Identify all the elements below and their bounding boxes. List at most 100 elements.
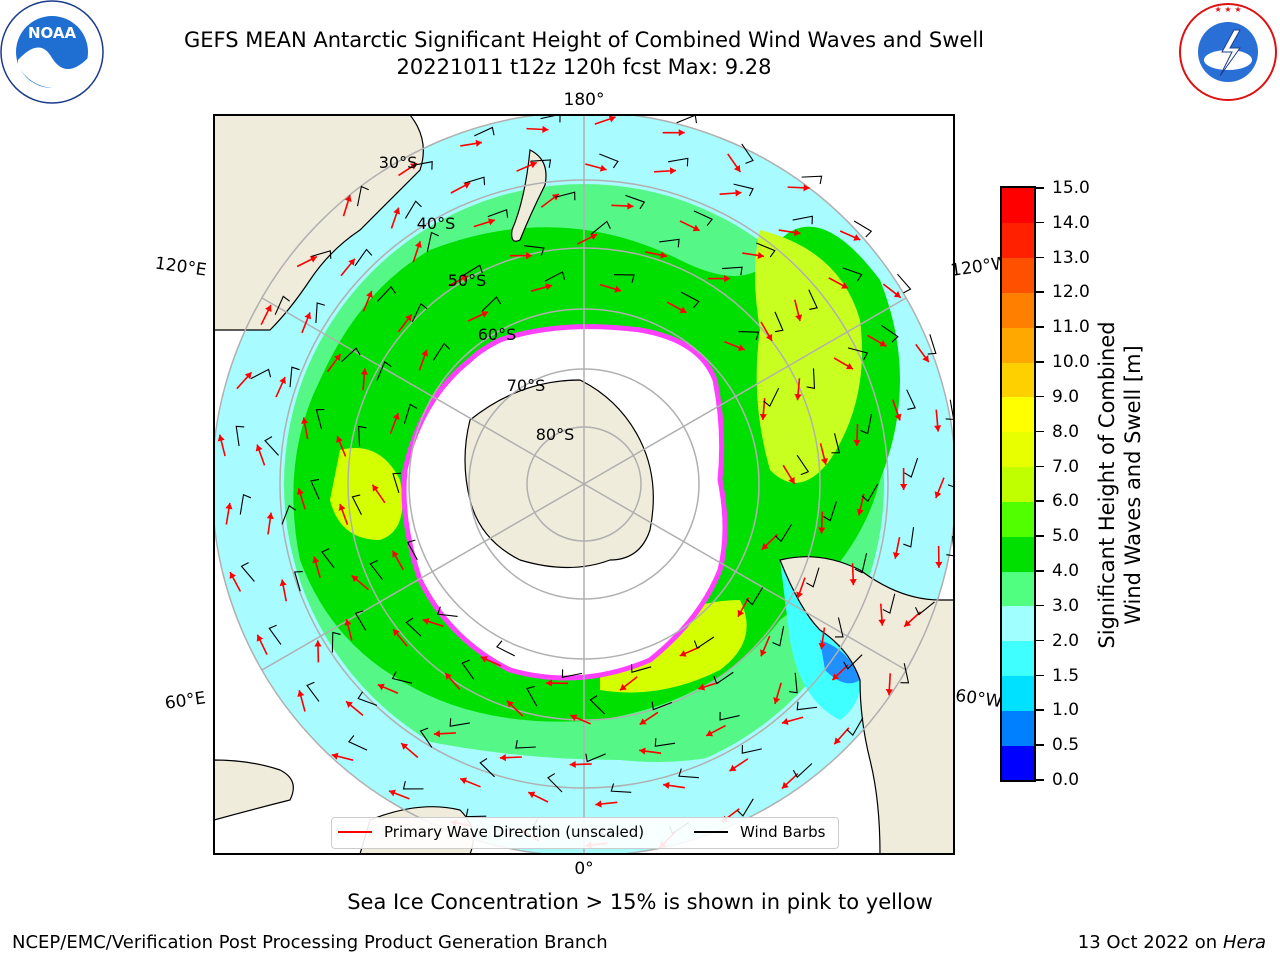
wave-arrow-head <box>845 362 853 370</box>
colorbar-segment <box>1002 396 1034 433</box>
colorbar-tick-label: 6.0 <box>1052 491 1080 512</box>
wind-barb <box>746 587 764 606</box>
wind-barb <box>713 671 734 685</box>
wave-arrow-head <box>480 656 488 663</box>
wind-barb <box>403 403 418 424</box>
colorbar-segment <box>1002 292 1034 328</box>
wind-barb <box>402 780 424 790</box>
legend-barb-swatch <box>694 831 728 833</box>
legend-wave-swatch <box>338 831 372 833</box>
wind-barb <box>774 311 784 333</box>
wind-barb <box>843 654 863 670</box>
lon-label-60w: 60°W <box>954 686 1003 712</box>
wind-barb <box>789 672 798 694</box>
lat-label-40s: 40°S <box>417 214 456 233</box>
colorbar-label-line1: Significant Height of Combined <box>1095 321 1119 649</box>
wind-barb <box>947 484 954 488</box>
wind-barb <box>341 347 361 363</box>
wave-arrow-head <box>445 673 452 680</box>
wind-barb <box>496 640 516 657</box>
footer-credit: NCEP/EMC/Verification Post Processing Pr… <box>12 932 608 953</box>
wave-arrow-head <box>393 629 400 637</box>
wind-barb <box>630 664 652 673</box>
svg-text:★ ★ ★: ★ ★ ★ <box>1214 5 1241 14</box>
wave-band-6m-east <box>755 230 862 483</box>
colorbar-tick-label: 15.0 <box>1052 178 1090 198</box>
wave-arrow-head <box>569 760 576 769</box>
lon-label-0: 0° <box>574 859 593 879</box>
wind-barb <box>377 285 396 302</box>
wave-arrow-head <box>678 129 685 137</box>
wind-barb <box>354 610 367 631</box>
wave-arrow-head <box>301 417 309 425</box>
wind-barb <box>404 200 422 219</box>
wave-arrow-head <box>422 618 430 625</box>
lat-label-30s: 30°S <box>379 153 418 172</box>
wave-arrow-head <box>475 139 483 147</box>
wind-barb <box>861 483 879 503</box>
wind-barb <box>808 289 818 310</box>
wave-arrow-head <box>614 285 622 293</box>
colorbar-tick-label: 10.0 <box>1052 352 1090 373</box>
colorbar-segment <box>1002 362 1034 398</box>
wind-barb <box>436 606 458 617</box>
wind-barb <box>289 366 300 388</box>
wave-arrow-head <box>296 488 304 496</box>
wind-barb <box>479 758 495 778</box>
wave-arrow-head <box>528 791 536 799</box>
colorbar-tick-label: 0.0 <box>1052 770 1080 790</box>
wave-arrow-head <box>788 476 795 484</box>
wave-arrow-head <box>904 619 912 627</box>
wave-arrow-head <box>266 512 274 520</box>
wave-arrow-head <box>737 344 745 351</box>
wave-arrow-head <box>853 439 861 446</box>
lat-label-60s: 60°S <box>478 325 517 344</box>
wind-barb <box>625 194 646 210</box>
wave-arrow-head <box>414 241 422 249</box>
wind-barb <box>315 408 325 430</box>
lat-label-50s: 50°S <box>448 271 487 290</box>
wind-barb <box>449 718 470 727</box>
wind-barb <box>544 271 566 282</box>
wind-barb <box>235 425 245 447</box>
wind-barb <box>294 571 303 592</box>
wind-barb <box>599 153 619 169</box>
wave-arrow-head <box>256 634 264 642</box>
wave-arrow-head <box>545 679 553 687</box>
wave-arrow-head <box>706 729 714 737</box>
wave-arrow-head <box>348 258 355 266</box>
colorbar-segment <box>1002 327 1034 363</box>
wave-arrow-head <box>542 125 549 134</box>
wind-barb <box>240 562 255 582</box>
wave-arrow-head <box>834 737 841 745</box>
wave-arrow-head <box>820 457 828 465</box>
colorbar-tick-label: 8.0 <box>1052 421 1080 442</box>
wave-arrow-head <box>934 425 942 432</box>
wave-arrow-head <box>244 372 252 380</box>
wind-barb <box>736 798 754 817</box>
wind-barb <box>733 183 754 197</box>
wind-barb <box>914 601 935 616</box>
colorbar-tick-mark <box>1036 500 1044 502</box>
wind-barb <box>250 368 272 380</box>
colorbar-tick-label: 14.0 <box>1052 212 1090 233</box>
wind-barb <box>659 238 680 248</box>
wave-arrow-head <box>893 291 901 298</box>
wave-arrow-head <box>765 333 773 341</box>
wave-arrow-head <box>393 207 401 215</box>
wave-arrow-head <box>372 484 379 492</box>
wave-arrow-head <box>255 444 263 452</box>
chart-title: GEFS MEAN Antarctic Significant Height o… <box>183 28 985 52</box>
wave-arrow-head <box>856 508 864 516</box>
wind-barb <box>903 527 915 548</box>
wave-arrow-head <box>735 189 742 197</box>
colorbar-tick-mark <box>1036 430 1044 433</box>
wind-barb <box>831 433 841 454</box>
madagascar-land <box>214 759 294 821</box>
wind-barb <box>523 245 545 256</box>
wave-arrow-head <box>818 642 826 650</box>
colorbar-segment <box>1002 501 1034 537</box>
wave-arrow-head <box>818 527 826 534</box>
wind-barbs <box>235 115 954 836</box>
wind-barb <box>763 387 780 407</box>
